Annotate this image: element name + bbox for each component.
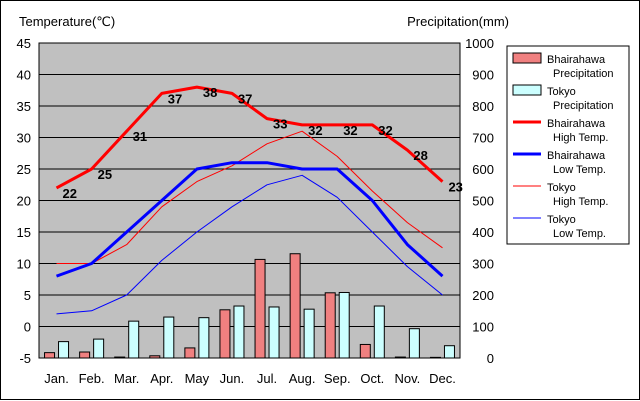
grid-lines	[39, 74, 460, 327]
line-series-0	[55, 85, 444, 190]
bar-tokyo-9	[373, 305, 385, 359]
bar-tokyo-5	[233, 305, 245, 359]
legend: Bhairahawa Precipitation Tokyo Precipitatio…	[506, 45, 630, 245]
data-label-3: 37	[168, 91, 182, 106]
x-tick-label: Nov.	[394, 371, 420, 386]
bar-tokyo-10	[408, 328, 420, 359]
x-tick-label: Mar.	[114, 371, 139, 386]
data-label-9: 32	[378, 123, 392, 138]
x-tick-label: Jun.	[220, 371, 245, 386]
data-label-4: 38	[203, 85, 217, 100]
data-labels: 22 25 31 37 38 37 33 32 32 32 28 23	[63, 85, 463, 201]
legend-label: Low Temp.	[553, 164, 606, 176]
legend-label: Bhairahawa	[547, 118, 606, 130]
right-tick-label: 200	[472, 288, 494, 303]
data-label-2: 31	[133, 129, 147, 144]
legend-label: Low Temp.	[553, 228, 606, 240]
bar-tokyo-1	[93, 338, 105, 359]
bar-bhairahawa-10	[394, 356, 406, 359]
right-tick-label: 600	[472, 162, 494, 177]
legend-label: High Temp.	[553, 196, 608, 208]
data-label-0: 22	[63, 186, 77, 201]
data-label-7: 32	[308, 123, 322, 138]
legend-box	[506, 45, 630, 245]
legend-swatch	[512, 52, 542, 64]
bar-bhairahawa-1	[79, 351, 91, 359]
bar-bhairahawa-8	[324, 292, 336, 359]
right-tick-label: 700	[472, 131, 494, 146]
right-tick-label: 0	[487, 351, 494, 366]
bar-bhairahawa-6	[254, 258, 266, 359]
bar-tokyo-11	[443, 345, 455, 359]
bar-tokyo-7	[303, 308, 315, 359]
bar-bhairahawa-3	[149, 355, 161, 359]
left-tick-label: 10	[17, 257, 31, 272]
data-label-1: 25	[98, 167, 112, 182]
bar-tokyo-4	[198, 317, 210, 359]
left-tick-label: 15	[17, 225, 31, 240]
legend-label: Tokyo	[547, 86, 576, 98]
bar-tokyo-3	[163, 316, 175, 359]
data-label-10: 28	[413, 148, 427, 163]
legend-swatch	[512, 84, 542, 96]
bar-tokyo-6	[268, 306, 280, 359]
left-tick-label: 20	[17, 194, 31, 209]
left-tick-label: 25	[17, 162, 31, 177]
x-tick-label: Sep.	[324, 371, 351, 386]
legend-label: Tokyo	[547, 214, 576, 226]
x-tick-label: Jan.	[44, 371, 69, 386]
data-label-8: 32	[343, 123, 357, 138]
precipitation-bars	[44, 253, 455, 359]
tick-labels: 454035302520151050-510009008007006005004…	[17, 36, 494, 386]
x-tick-label: Oct.	[360, 371, 384, 386]
bar-tokyo-2	[128, 320, 140, 359]
left-tick-label: 45	[17, 36, 31, 51]
right-tick-label: 1000	[465, 36, 494, 51]
x-tick-label: Dec.	[429, 371, 456, 386]
bar-bhairahawa-11	[429, 356, 441, 359]
x-tick-label: Feb.	[79, 371, 105, 386]
x-tick-label: Apr.	[150, 371, 173, 386]
left-tick-label: -5	[19, 351, 31, 366]
x-tick-label: Jul.	[257, 371, 277, 386]
data-label-5: 37	[238, 91, 252, 106]
right-tick-label: 100	[472, 320, 494, 335]
left-tick-label: 30	[17, 131, 31, 146]
bar-tokyo-8	[338, 291, 350, 359]
legend-label: Precipitation	[553, 68, 614, 80]
right-axis-title: Precipitation(mm)	[407, 14, 509, 29]
right-tick-label: 400	[472, 225, 494, 240]
bar-bhairahawa-7	[289, 253, 301, 359]
left-tick-label: 40	[17, 68, 31, 83]
left-axis-title: Temperature(℃)	[19, 14, 115, 29]
bar-bhairahawa-2	[114, 356, 126, 359]
bar-bhairahawa-4	[184, 347, 196, 359]
bar-bhairahawa-9	[359, 343, 371, 359]
right-tick-label: 800	[472, 99, 494, 114]
line-series-1	[55, 161, 444, 278]
legend-label: Precipitation	[553, 100, 614, 112]
right-tick-label: 300	[472, 257, 494, 272]
left-tick-label: 5	[24, 288, 31, 303]
data-label-6: 33	[273, 117, 287, 132]
line-series-3	[56, 174, 443, 315]
x-tick-label: May	[185, 371, 210, 386]
legend-label: Tokyo	[547, 182, 576, 194]
bar-tokyo-0	[58, 341, 70, 359]
legend-label: High Temp.	[553, 132, 608, 144]
right-tick-label: 900	[472, 68, 494, 83]
left-tick-label: 35	[17, 99, 31, 114]
temperature-lines	[55, 85, 444, 315]
x-tick-label: Aug.	[289, 371, 316, 386]
line-series-2	[56, 130, 443, 264]
bar-bhairahawa-0	[44, 352, 56, 359]
right-tick-label: 500	[472, 194, 494, 209]
legend-label: Bhairahawa	[547, 150, 606, 162]
legend-label: Bhairahawa	[547, 54, 606, 66]
bar-bhairahawa-5	[219, 309, 231, 359]
left-tick-label: 0	[24, 320, 31, 335]
data-label-11: 23	[448, 180, 462, 195]
